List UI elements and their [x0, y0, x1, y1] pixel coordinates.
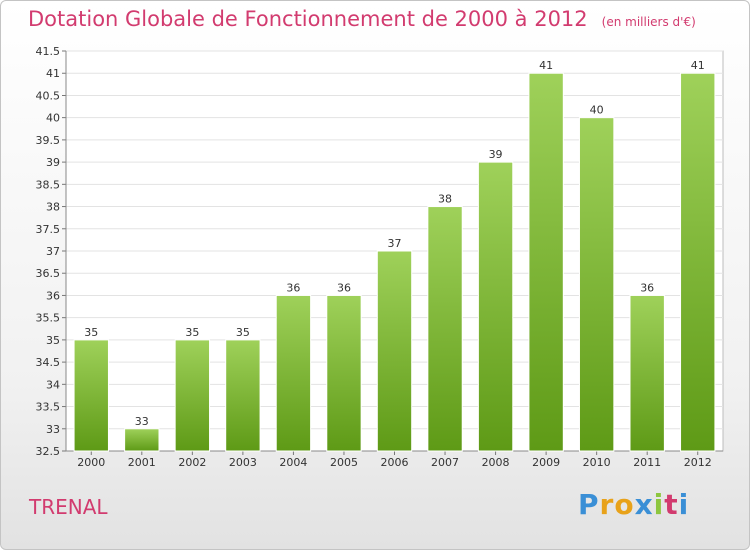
- bar-2012: [680, 72, 716, 452]
- x-tick-label-2003: 2003: [229, 456, 257, 469]
- data-label-2007: 38: [438, 193, 452, 206]
- bar-2008: [477, 161, 514, 452]
- data-label-2001: 33: [135, 415, 149, 428]
- x-tick-label-2012: 2012: [684, 456, 712, 469]
- brand-letter: i: [678, 488, 690, 521]
- brand-letter: o: [614, 488, 635, 521]
- chart-title-text: Dotation Globale de Fonctionnement de 20…: [28, 7, 588, 31]
- data-label-2005: 36: [337, 281, 351, 294]
- x-tick-label-2007: 2007: [431, 456, 459, 469]
- y-tick-label: 33: [46, 423, 60, 436]
- x-tick-label-2008: 2008: [482, 456, 510, 469]
- brand-letter: r: [599, 488, 615, 521]
- y-tick-label: 35.5: [36, 312, 61, 325]
- x-tick-label-2009: 2009: [532, 456, 560, 469]
- bar-2001: [124, 428, 160, 452]
- y-tick-label: 36.5: [36, 267, 61, 280]
- bar-layer: [73, 72, 716, 452]
- bar-2000: [73, 339, 109, 452]
- x-tick-label-2005: 2005: [330, 456, 358, 469]
- y-tick-label: 37.5: [36, 223, 61, 236]
- y-tick-label: 33.5: [36, 401, 61, 414]
- label-layer: 35 33 35 35 36 36 37 38 39 41 40 36 41: [84, 59, 704, 428]
- data-label-2000: 35: [84, 326, 98, 339]
- brand-logo: Proxiti: [578, 488, 689, 521]
- brand-letter: i: [653, 488, 665, 521]
- bar-2007: [427, 206, 463, 452]
- bar-2003: [225, 339, 261, 452]
- x-tick-label-2011: 2011: [633, 456, 661, 469]
- y-tick-label: 40.5: [36, 89, 61, 102]
- bar-2006: [376, 250, 413, 452]
- brand-letter: t: [664, 488, 679, 521]
- y-tick-label: 41: [46, 67, 60, 80]
- brand-letter: x: [634, 488, 654, 521]
- x-tick-label-2004: 2004: [279, 456, 307, 469]
- data-label-2011: 36: [640, 281, 654, 294]
- data-label-2009: 41: [539, 59, 553, 72]
- bar-2010: [578, 117, 615, 452]
- place-name: TRENAL: [29, 495, 108, 519]
- data-label-2010: 40: [590, 104, 604, 117]
- y-tick-label: 38: [46, 201, 60, 214]
- y-tick-label: 32.5: [36, 445, 61, 458]
- bar-2004: [275, 294, 312, 452]
- x-tick-label-2006: 2006: [381, 456, 409, 469]
- chart-title: Dotation Globale de Fonctionnement de 20…: [28, 7, 696, 31]
- x-tick-label-2002: 2002: [178, 456, 206, 469]
- bar-2011: [629, 294, 665, 452]
- y-tick-label: 39.5: [36, 134, 61, 147]
- y-tick-label: 39: [46, 156, 60, 169]
- y-tick-label: 37: [46, 245, 60, 258]
- y-tick-label: 34: [46, 378, 60, 391]
- x-tick-label-2000: 2000: [77, 456, 105, 469]
- data-label-2004: 36: [286, 281, 300, 294]
- data-label-2003: 35: [236, 326, 250, 339]
- x-tick-label-2001: 2001: [128, 456, 156, 469]
- y-tick-label: 38.5: [36, 178, 61, 191]
- data-label-2012: 41: [691, 59, 705, 72]
- y-tick-label: 41.5: [36, 45, 61, 58]
- brand-letter: P: [578, 488, 600, 521]
- y-tick-label: 34.5: [36, 356, 61, 369]
- axis-layer: 32.5 33 33.5 34 34.5 35 35.5 36 36.5 37 37.5 38 38.5…: [36, 45, 723, 469]
- data-label-2002: 35: [185, 326, 199, 339]
- y-tick-label: 36: [46, 289, 60, 302]
- y-tick-label: 35: [46, 334, 60, 347]
- chart-subtitle: (en milliers d'€): [601, 15, 696, 29]
- data-label-2008: 39: [489, 148, 503, 161]
- bar-2005: [326, 294, 362, 452]
- bar-2002: [174, 339, 211, 452]
- x-tick-label-2010: 2010: [583, 456, 611, 469]
- bar-2009: [528, 72, 564, 452]
- y-tick-label: 40: [46, 112, 60, 125]
- data-label-2006: 37: [388, 237, 402, 250]
